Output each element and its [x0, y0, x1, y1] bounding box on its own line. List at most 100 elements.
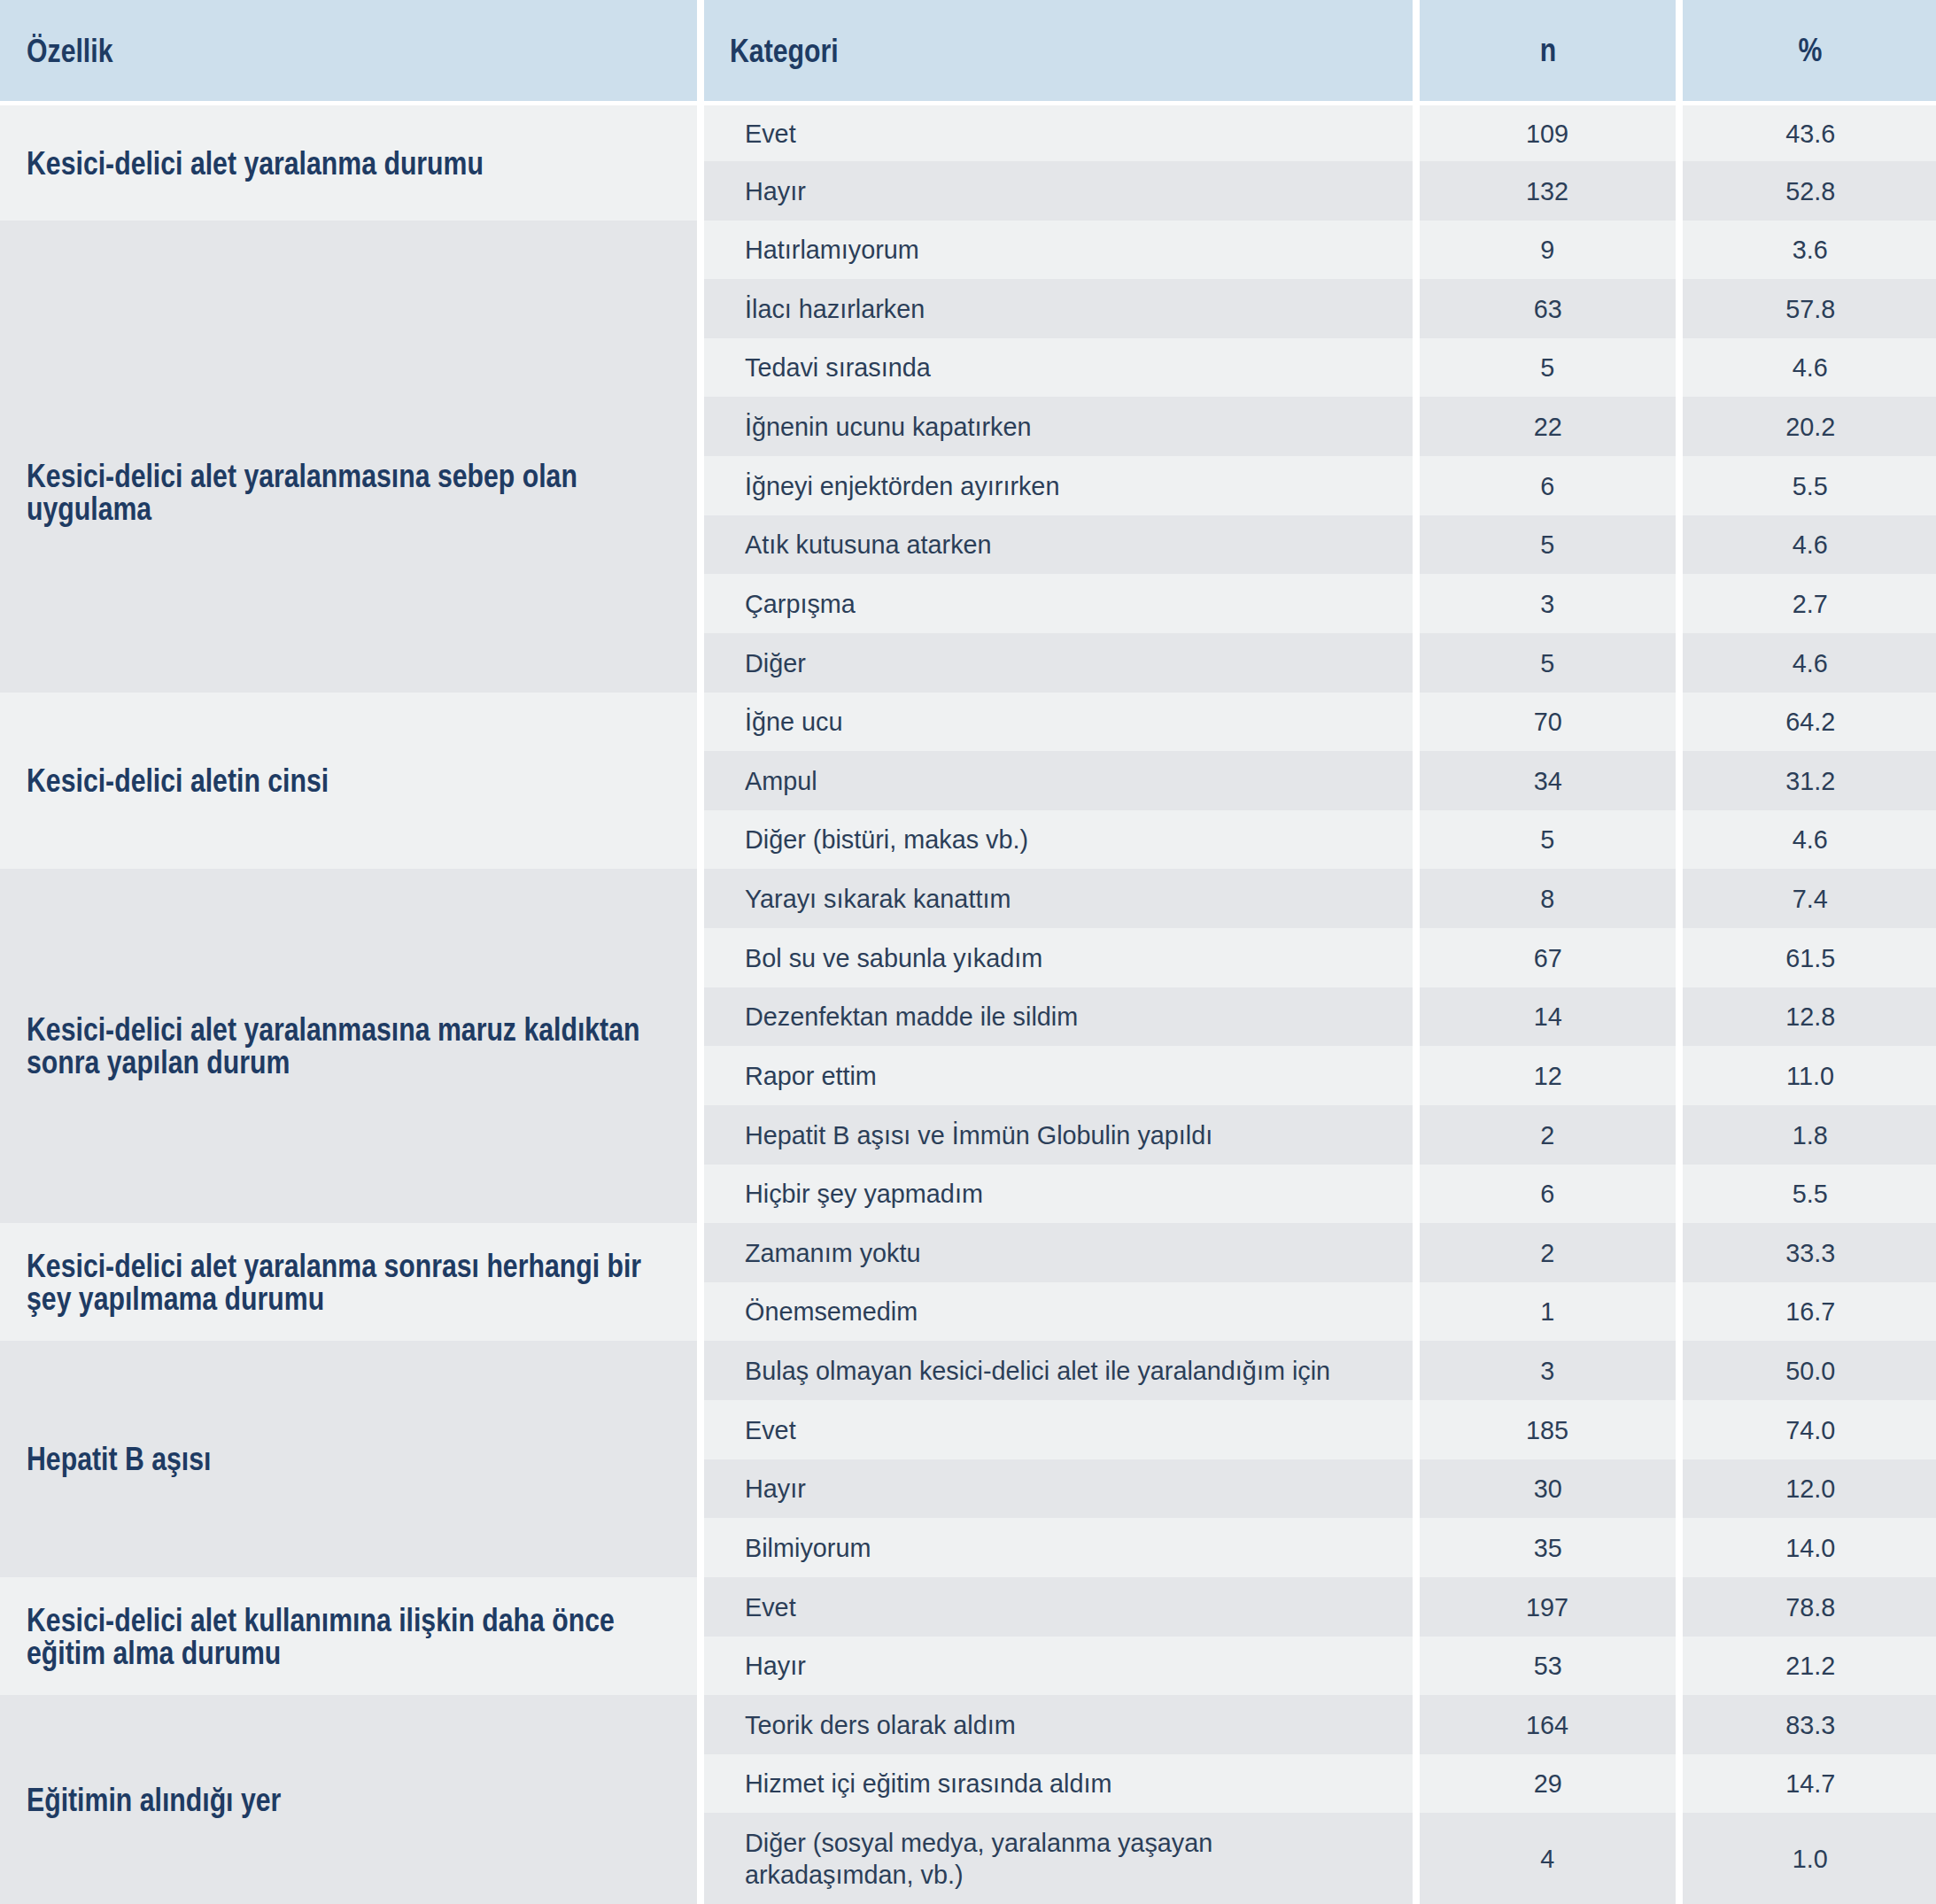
count-cell: 6	[1420, 1165, 1676, 1223]
category-cell-text: Bulaş olmayan kesici-delici alet ile yar…	[745, 1355, 1330, 1387]
category-cell: İğneyi enjektörden ayırırken	[704, 456, 1413, 515]
percent-cell-text: 14.7	[1785, 1768, 1835, 1800]
count-cell: 5	[1420, 633, 1676, 693]
count-cell: 2	[1420, 1223, 1676, 1282]
percent-cell-text: 64.2	[1785, 706, 1835, 738]
percent-cell-text: 11.0	[1786, 1060, 1834, 1092]
count-cell-text: 4	[1540, 1843, 1554, 1875]
count-cell-text: 197	[1526, 1591, 1568, 1623]
category-cell-text: Bol su ve sabunla yıkadım	[745, 942, 1042, 974]
percent-cell: 50.0	[1683, 1341, 1936, 1400]
count-cell: 1	[1420, 1282, 1676, 1341]
feature-group-label: Kesici-delici alet yaralanmasına sebep o…	[0, 221, 697, 693]
column-header-feature: Özellik	[0, 0, 697, 101]
percent-cell-text: 61.5	[1785, 942, 1835, 974]
category-cell: Diğer	[704, 633, 1413, 693]
percent-cell: 12.0	[1683, 1459, 1936, 1518]
percent-cell-text: 7.4	[1793, 883, 1828, 915]
count-cell-text: 6	[1540, 470, 1554, 502]
category-cell-text: Hiçbir şey yapmadım	[745, 1178, 983, 1210]
percent-cell: 43.6	[1683, 105, 1936, 161]
count-cell-text: 63	[1533, 293, 1561, 325]
count-cell: 132	[1420, 161, 1676, 221]
category-cell: Bilmiyorum	[704, 1518, 1413, 1577]
category-cell-text: İğne ucu	[745, 706, 842, 738]
category-cell: Atık kutusuna atarken	[704, 515, 1413, 574]
count-cell-text: 9	[1540, 234, 1554, 266]
feature-group-label: Kesici-delici alet yaralanma sonrası her…	[0, 1223, 697, 1341]
category-cell-text: Çarpışma	[745, 588, 856, 620]
count-cell-text: 14	[1533, 1001, 1561, 1033]
feature-group-label-text: Kesici-delici alet yaralanma durumu	[27, 147, 484, 180]
percent-cell-text: 50.0	[1785, 1355, 1835, 1387]
category-cell: Hatırlamıyorum	[704, 221, 1413, 279]
percent-cell: 57.8	[1683, 279, 1936, 338]
category-cell: Diğer (sosyal medya, yaralanma yaşayan a…	[704, 1813, 1413, 1904]
category-cell: Yarayı sıkarak kanattım	[704, 869, 1413, 928]
count-cell-text: 67	[1533, 942, 1561, 974]
category-cell: Hiçbir şey yapmadım	[704, 1165, 1413, 1223]
percent-cell-text: 78.8	[1785, 1591, 1835, 1623]
percent-cell: 21.2	[1683, 1637, 1936, 1695]
percent-cell-text: 1.8	[1793, 1119, 1828, 1151]
count-cell: 67	[1420, 928, 1676, 987]
count-cell: 35	[1420, 1518, 1676, 1577]
percent-cell: 74.0	[1683, 1400, 1936, 1459]
column-header-category: Kategori	[704, 0, 1413, 101]
category-cell-text: Rapor ettim	[745, 1060, 877, 1092]
category-cell: Ampul	[704, 751, 1413, 810]
category-cell-text: Diğer	[745, 647, 806, 679]
count-cell-text: 1	[1540, 1296, 1554, 1327]
column-header-percent-label: %	[1799, 32, 1823, 69]
percent-cell: 3.6	[1683, 221, 1936, 279]
count-cell-text: 164	[1526, 1709, 1568, 1741]
category-cell: İlacı hazırlarken	[704, 279, 1413, 338]
percent-cell-text: 5.5	[1793, 1178, 1828, 1210]
count-cell-text: 185	[1526, 1414, 1568, 1446]
percent-cell-text: 16.7	[1785, 1296, 1835, 1327]
percent-cell-text: 20.2	[1785, 411, 1835, 443]
category-cell-text: Diğer (sosyal medya, yaralanma yaşayan a…	[745, 1827, 1212, 1891]
category-cell: İğne ucu	[704, 693, 1413, 751]
count-cell-text: 132	[1526, 175, 1568, 207]
category-cell-text: Zamanım yoktu	[745, 1237, 920, 1269]
category-cell: Hayır	[704, 1459, 1413, 1518]
feature-group-label: Kesici-delici alet kullanımına ilişkin d…	[0, 1577, 697, 1695]
percent-cell: 64.2	[1683, 693, 1936, 751]
percent-cell-text: 43.6	[1785, 118, 1835, 150]
percent-cell-text: 5.5	[1793, 470, 1828, 502]
category-cell-text: Hayır	[745, 1650, 806, 1682]
percent-cell-text: 1.0	[1793, 1843, 1828, 1875]
count-cell-text: 35	[1533, 1532, 1561, 1564]
category-cell-text: Hayır	[745, 175, 806, 207]
percent-cell: 1.0	[1683, 1813, 1936, 1904]
percent-cell-text: 31.2	[1785, 765, 1835, 797]
count-cell: 3	[1420, 574, 1676, 633]
category-cell: Rapor ettim	[704, 1046, 1413, 1105]
count-cell: 6	[1420, 456, 1676, 515]
count-cell-text: 5	[1540, 529, 1554, 561]
category-cell-text: Ampul	[745, 765, 817, 797]
count-cell: 197	[1420, 1577, 1676, 1637]
count-cell-text: 53	[1533, 1650, 1561, 1682]
percent-cell: 14.7	[1683, 1754, 1936, 1813]
percent-cell: 4.6	[1683, 633, 1936, 693]
feature-group-label-text: Hepatit B aşısı	[27, 1443, 211, 1475]
category-cell: Hayır	[704, 161, 1413, 221]
feature-group-label-text: Kesici-delici alet kullanımına ilişkin d…	[27, 1604, 615, 1669]
column-header-count-label: n	[1539, 32, 1555, 69]
category-cell-text: Hatırlamıyorum	[745, 234, 919, 266]
percent-cell-text: 2.7	[1793, 588, 1828, 620]
count-cell: 53	[1420, 1637, 1676, 1695]
count-cell: 164	[1420, 1695, 1676, 1754]
percent-cell: 1.8	[1683, 1105, 1936, 1165]
category-cell-text: İğneyi enjektörden ayırırken	[745, 470, 1059, 502]
percent-cell: 4.6	[1683, 810, 1936, 869]
percent-cell-text: 57.8	[1785, 293, 1835, 325]
category-cell: Çarpışma	[704, 574, 1413, 633]
count-cell: 5	[1420, 810, 1676, 869]
percent-cell: 20.2	[1683, 397, 1936, 456]
category-cell-text: Tedavi sırasında	[745, 352, 931, 383]
feature-group-label-text: Eğitimin alındığı yer	[27, 1784, 281, 1816]
column-header-category-label: Kategori	[730, 35, 839, 67]
